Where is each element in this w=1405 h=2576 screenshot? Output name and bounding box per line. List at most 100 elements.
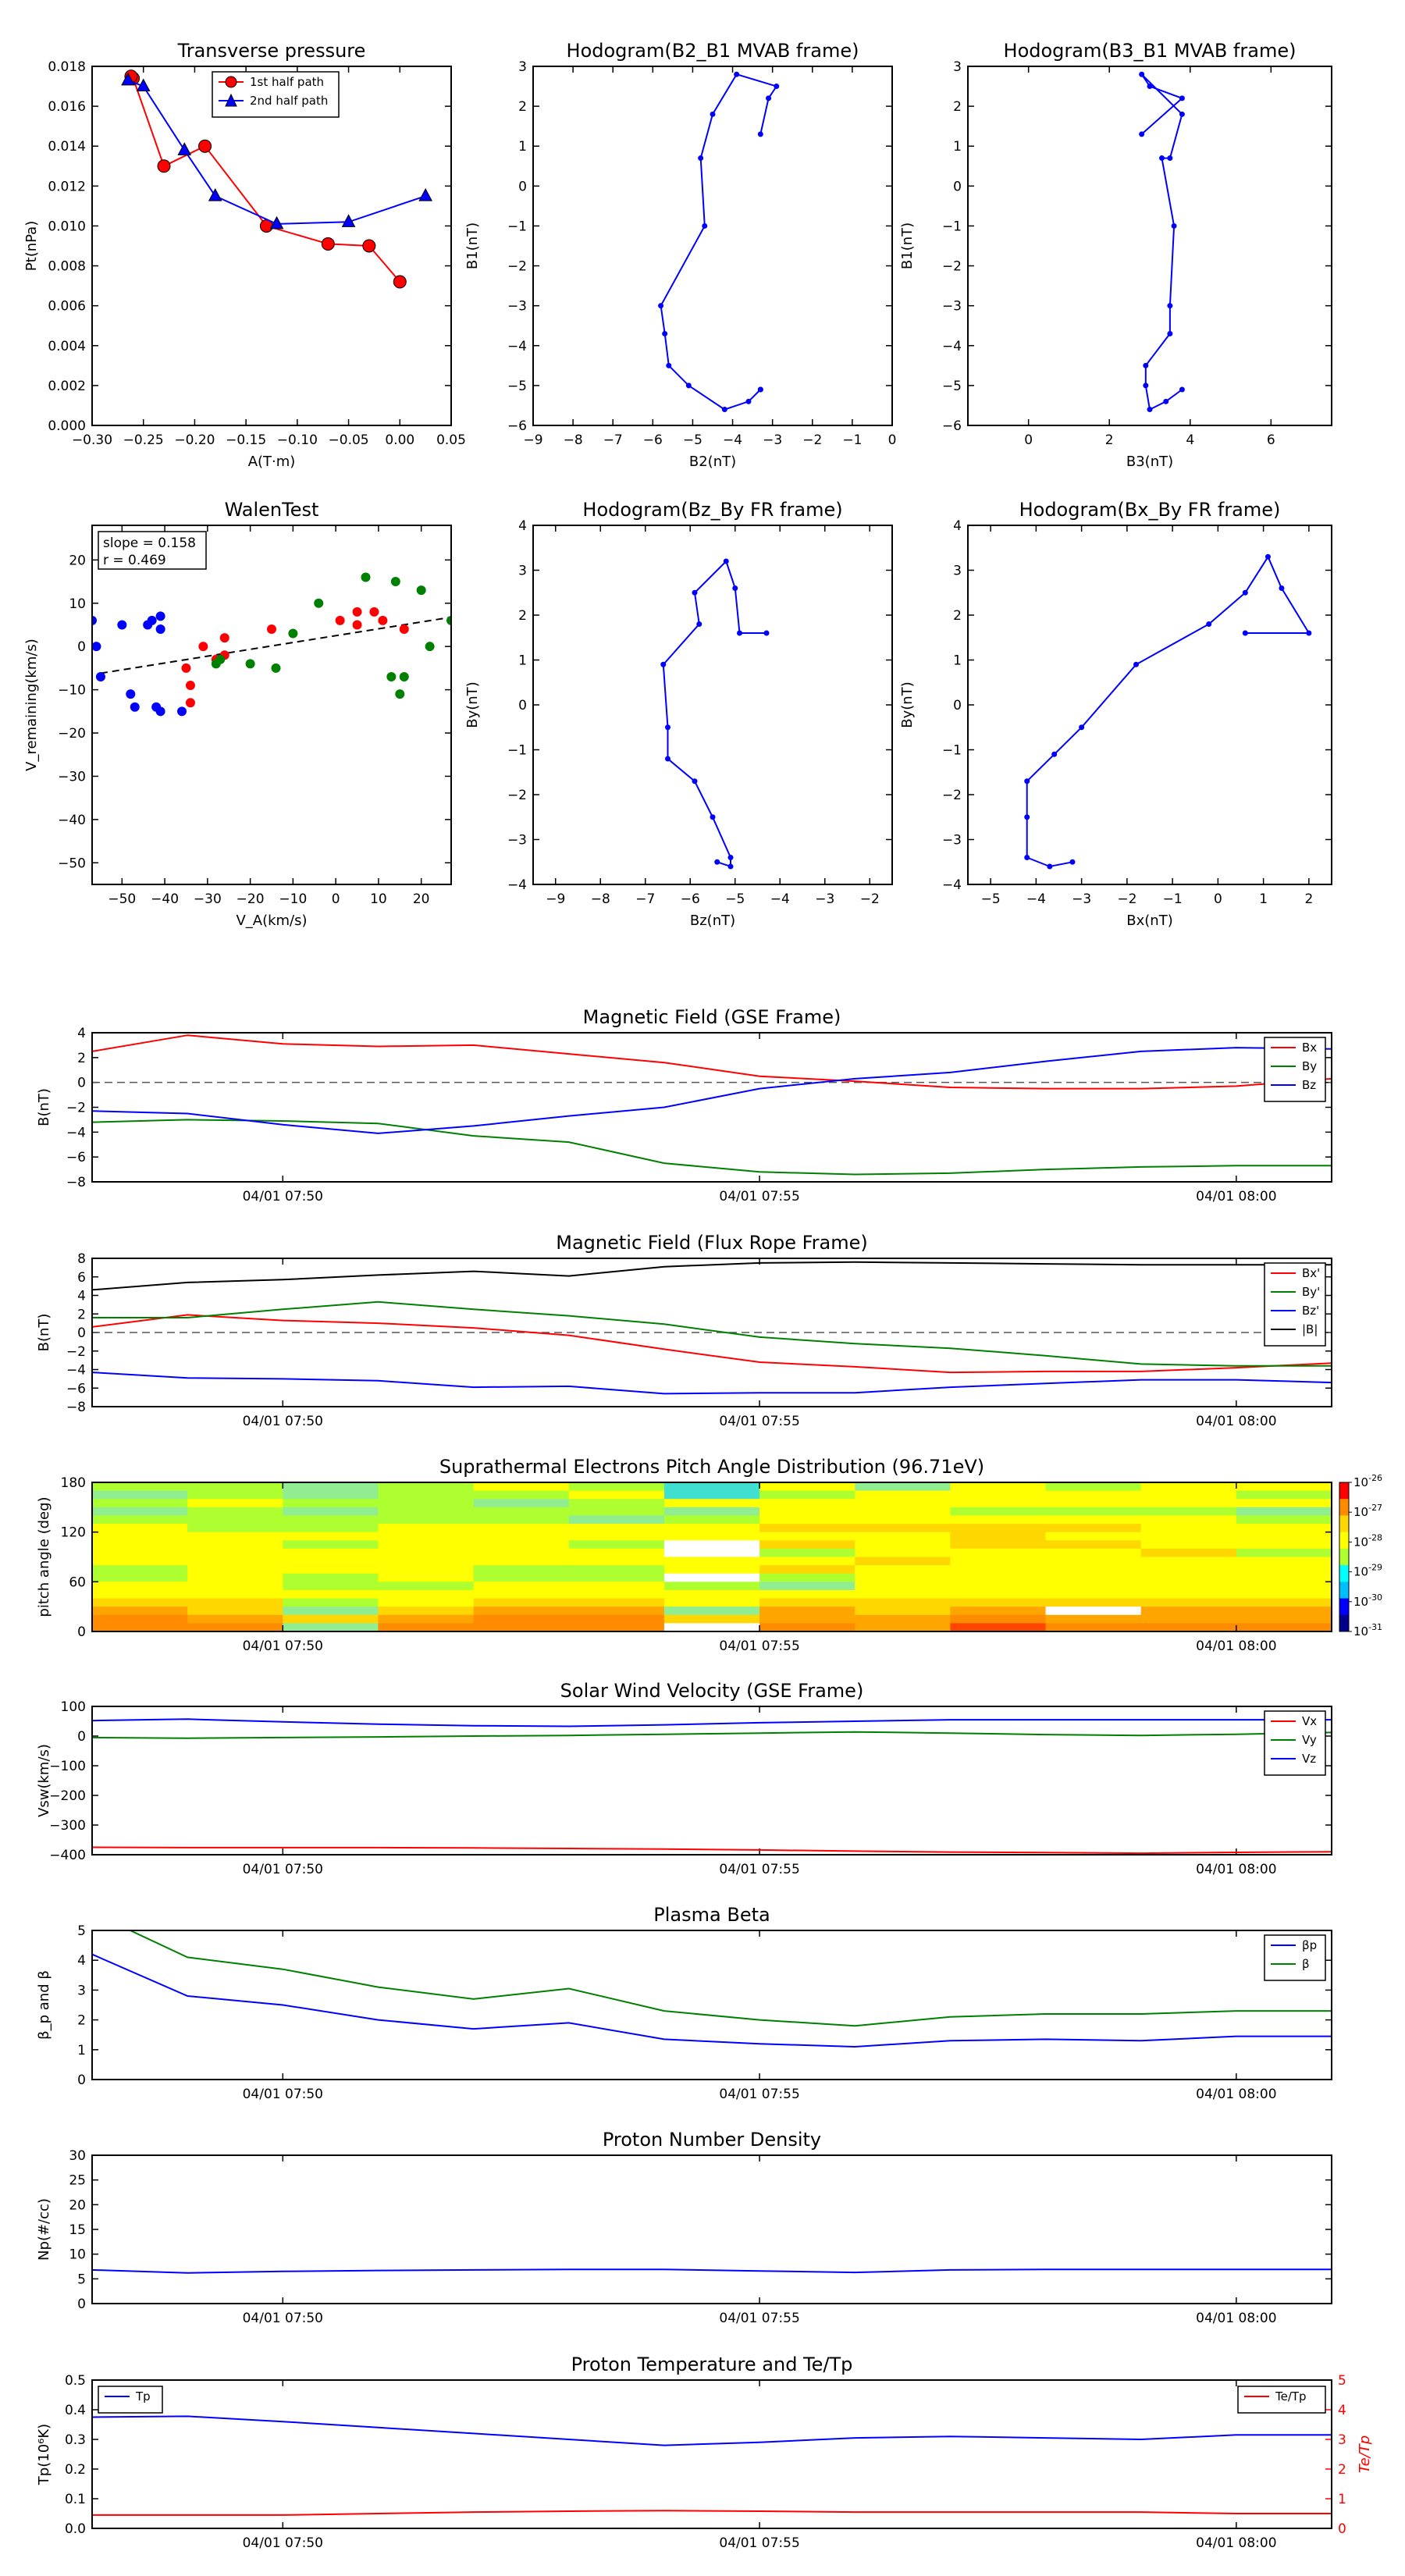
heatmap-cell [1236,1490,1332,1500]
y-tick-label: 5 [77,1923,86,1939]
heatmap-cell [473,1499,570,1508]
heatmap-cell [1140,1515,1237,1525]
heatmap-cell [1140,1557,1237,1566]
data-point [1024,814,1030,820]
legend-label: Bz' [1302,1304,1319,1318]
data-point [418,188,432,201]
plot-area [968,66,1332,425]
heatmap-cell [663,1614,760,1624]
scatter-point [126,689,136,699]
data-point [763,630,770,636]
series-line [128,1930,1332,2027]
heatmap-cell [663,1499,760,1508]
plot-frame [91,1706,1332,1856]
heatmap-cell [950,1548,1047,1557]
heatmap-cell [1236,1524,1332,1533]
y-tick-label: 20 [69,2197,86,2213]
y-axis-label: B(nT) [36,1088,52,1126]
colorbar-frame [1339,1482,1350,1632]
heatmap-cell [378,1614,475,1624]
heatmap-cell [92,1499,188,1508]
data-point [157,159,171,173]
heatmap-cell [568,1482,665,1492]
legend-label: Bx [1302,1041,1317,1055]
data-point [1139,131,1145,137]
heatmap-cell [1140,1499,1237,1508]
series-line [92,1953,1332,2048]
x-axis-label: V_A(km/s) [236,913,307,929]
x-tick-label: −0.05 [329,432,369,448]
data-point [321,237,335,251]
x-tick-label: −10 [279,891,307,907]
heatmap-cell [1140,1614,1237,1624]
y-tick-label: −2 [66,1344,86,1360]
y-tick-label: −1 [507,219,527,234]
heatmap-cell [473,1490,570,1500]
y-tick-label: 0 [518,179,527,194]
y-tick-label: 1 [953,139,962,155]
heatmap-cell [283,1548,379,1557]
data-point [1051,751,1058,757]
scatter-point [155,611,165,621]
chart-h3: Hodogram(Bz_By FR frame) −9 −8 −7 −6 −5 −4 −3 −2… [464,499,893,929]
series-line [1026,555,1311,868]
y-tick-label: 0.016 [48,99,86,115]
y-tick-label: 1 [77,2043,86,2058]
y-tick-label: −40 [58,813,86,828]
heatmap-cell [855,1515,951,1525]
heatmap-cell [1236,1589,1332,1599]
chart-title: Hodogram(B2_B1 MVAB frame) [567,40,859,62]
y-tick-label: 0.2 [65,2462,86,2478]
plot-area [92,525,451,884]
y-tick-label: −3 [507,833,527,849]
x-tick-label: 04/01 07:55 [719,2311,799,2326]
heatmap-cell [855,1573,951,1582]
heatmap-cell [759,1565,855,1574]
heatmap-cell [1236,1598,1332,1607]
heatmap-cell [663,1589,760,1599]
heatmap-cell [473,1573,570,1582]
r-label: r = 0.469 [103,553,166,568]
x-tick-label: 04/01 07:55 [719,1862,799,1877]
legend-label: |B| [1302,1322,1318,1336]
y-axis-label: β_p and β [36,1970,52,2040]
heatmap-cell [378,1589,475,1599]
data-point [737,630,742,636]
heatmap-cell [378,1606,475,1616]
y-tick-label: 60 [69,1574,86,1590]
x-tick-label: 0 [888,432,897,448]
heatmap-cell [187,1598,283,1607]
heatmap-cell [855,1482,951,1492]
chart-ts_bgse: Magnetic Field (GSE Frame) 04/01 07:50 04/… [36,1006,1332,1204]
y-tick-label: −3 [942,299,962,315]
heatmap-cell [855,1548,951,1557]
scatter-point [352,607,362,617]
heatmap-cell [663,1524,760,1533]
stats-annotation: slope = 0.158 r = 0.469 [98,531,207,570]
chart-title: Magnetic Field (GSE Frame) [583,1006,841,1028]
heatmap-cell [663,1598,760,1607]
y-tick-label: −50 [58,856,86,871]
colorbar-segment [1339,1532,1349,1550]
heatmap-cell [568,1499,665,1508]
y-tick-label: 0 [518,698,527,713]
heatmap-cell [187,1565,283,1574]
chart-title: Hodogram(B3_B1 MVAB frame) [1004,40,1297,62]
heatmap-cell [759,1606,855,1616]
legend-label: By [1302,1059,1317,1073]
x-tick-label: −20 [237,891,265,907]
heatmap-cell [1045,1540,1142,1550]
heatmap-cell [1140,1548,1237,1557]
data-point [1069,859,1076,865]
plot-frame [91,1258,1332,1407]
y-tick-label: 0 [77,1729,86,1745]
heatmap-cell [1045,1499,1142,1508]
data-point [177,142,192,155]
heatmap-cell [1236,1557,1332,1566]
heatmap-cell [283,1623,379,1632]
y-tick-label: 0.002 [48,379,86,394]
heatmap-cell [283,1490,379,1500]
data-point [665,724,670,731]
colorbar-segment [1339,1499,1349,1516]
y-tick-label: −200 [49,1788,86,1804]
